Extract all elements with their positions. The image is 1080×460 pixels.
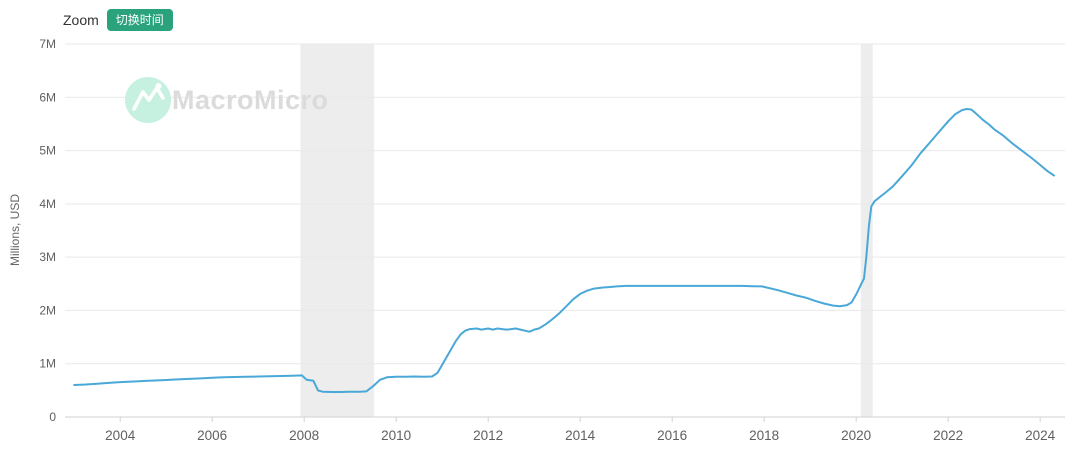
watermark-text: MacroMicro	[172, 85, 329, 115]
x-tick-label: 2010	[381, 428, 411, 443]
switch-time-button[interactable]: 切换时间	[106, 9, 173, 32]
x-tick-label: 2004	[105, 428, 136, 443]
zoom-label: Zoom	[63, 12, 99, 29]
x-tick-label: 2014	[565, 428, 596, 443]
x-tick-label: 2016	[657, 428, 687, 443]
y-axis-title: Millions, USD	[8, 194, 22, 267]
y-tick-label: 1M	[39, 357, 56, 371]
y-tick-label: 0	[49, 410, 56, 424]
x-tick-label: 2024	[1025, 428, 1056, 443]
y-tick-label: 7M	[39, 37, 56, 51]
data-line-series	[73, 108, 1055, 393]
mountain-chart-icon	[132, 86, 165, 111]
y-tick-label: 5M	[39, 144, 56, 158]
y-tick-label: 6M	[39, 90, 56, 104]
x-tick-label: 2008	[289, 428, 319, 443]
flag-dot-icon	[155, 83, 162, 89]
y-tick-label: 4M	[39, 197, 56, 211]
y-tick-label: 2M	[39, 303, 56, 317]
chart-header: Zoom 切换时间	[63, 9, 173, 32]
recession-band	[300, 44, 375, 417]
recession-band	[860, 44, 873, 417]
y-tick-label: 3M	[39, 250, 56, 264]
x-tick-label: 2022	[933, 428, 963, 443]
x-tick-label: 2012	[473, 428, 503, 443]
x-tick-label: 2020	[841, 428, 871, 443]
x-tick-label: 2006	[197, 428, 227, 443]
x-tick-label: 2018	[749, 428, 779, 443]
